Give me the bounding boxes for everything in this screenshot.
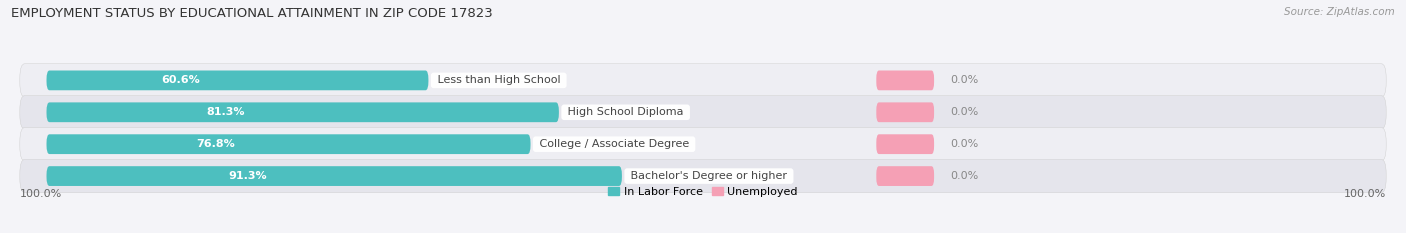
Text: 60.6%: 60.6% xyxy=(160,75,200,85)
FancyBboxPatch shape xyxy=(876,71,934,90)
FancyBboxPatch shape xyxy=(876,166,934,186)
Text: Less than High School: Less than High School xyxy=(433,75,564,85)
Text: Bachelor's Degree or higher: Bachelor's Degree or higher xyxy=(627,171,790,181)
FancyBboxPatch shape xyxy=(20,64,1386,97)
Text: EMPLOYMENT STATUS BY EDUCATIONAL ATTAINMENT IN ZIP CODE 17823: EMPLOYMENT STATUS BY EDUCATIONAL ATTAINM… xyxy=(11,7,494,20)
Text: 76.8%: 76.8% xyxy=(197,139,235,149)
Text: High School Diploma: High School Diploma xyxy=(564,107,688,117)
Text: Source: ZipAtlas.com: Source: ZipAtlas.com xyxy=(1284,7,1395,17)
FancyBboxPatch shape xyxy=(876,102,934,122)
Text: 0.0%: 0.0% xyxy=(950,75,979,85)
FancyBboxPatch shape xyxy=(20,128,1386,161)
FancyBboxPatch shape xyxy=(46,166,621,186)
Text: 0.0%: 0.0% xyxy=(950,139,979,149)
FancyBboxPatch shape xyxy=(20,160,1386,193)
FancyBboxPatch shape xyxy=(46,134,530,154)
FancyBboxPatch shape xyxy=(46,102,560,122)
Text: 100.0%: 100.0% xyxy=(1344,189,1386,199)
Legend: In Labor Force, Unemployed: In Labor Force, Unemployed xyxy=(603,183,803,202)
Text: College / Associate Degree: College / Associate Degree xyxy=(536,139,693,149)
Text: 0.0%: 0.0% xyxy=(950,171,979,181)
Text: 100.0%: 100.0% xyxy=(20,189,62,199)
FancyBboxPatch shape xyxy=(876,134,934,154)
FancyBboxPatch shape xyxy=(46,71,429,90)
FancyBboxPatch shape xyxy=(20,96,1386,129)
Text: 81.3%: 81.3% xyxy=(207,107,245,117)
Text: 91.3%: 91.3% xyxy=(229,171,267,181)
Text: 0.0%: 0.0% xyxy=(950,107,979,117)
